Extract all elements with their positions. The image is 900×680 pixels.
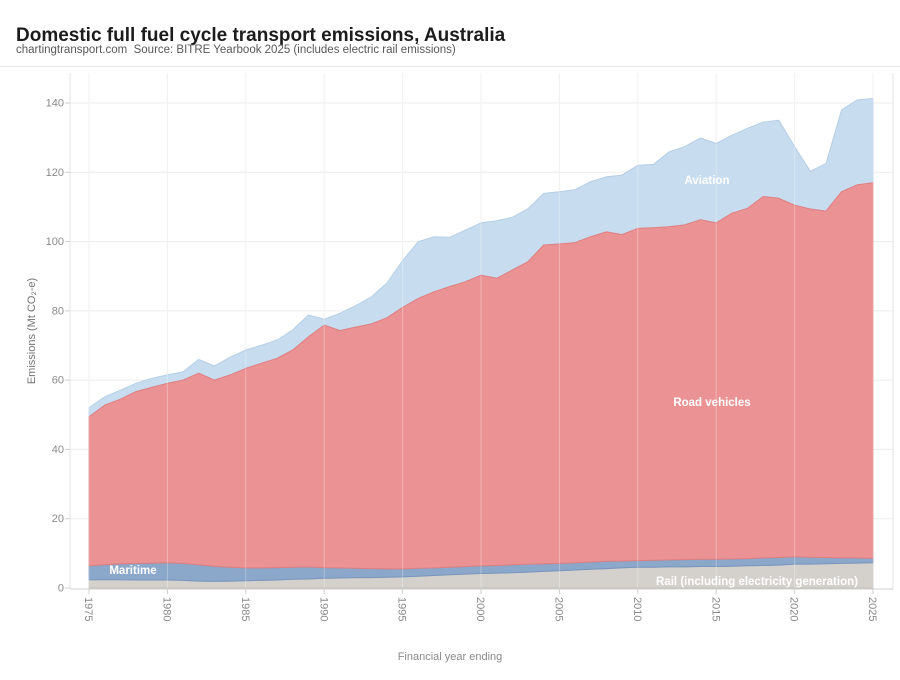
y-tick-label: 100 bbox=[46, 236, 64, 248]
x-tick-label: 1990 bbox=[317, 597, 329, 621]
y-tick-label: 0 bbox=[58, 583, 64, 595]
x-tick-label: 1995 bbox=[396, 597, 408, 621]
x-tick-label: 1980 bbox=[161, 597, 173, 621]
x-tick-label: 2020 bbox=[788, 597, 800, 621]
x-axis-title: Financial year ending bbox=[398, 651, 503, 663]
y-tick-label: 20 bbox=[52, 513, 64, 525]
x-tick-label: 2010 bbox=[631, 597, 643, 621]
x-tick-label: 1985 bbox=[239, 597, 251, 621]
y-tick-label: 60 bbox=[52, 375, 64, 387]
x-tick-label: 2025 bbox=[866, 597, 878, 621]
x-tick-label: 2005 bbox=[553, 597, 565, 621]
y-tick-label: 120 bbox=[46, 167, 64, 179]
y-tick-label: 80 bbox=[52, 305, 64, 317]
x-tick-label: 2000 bbox=[474, 597, 486, 621]
x-tick-label: 1975 bbox=[82, 597, 94, 621]
title-divider bbox=[0, 66, 900, 67]
y-tick-label: 40 bbox=[52, 444, 64, 456]
y-axis-title: Emissions (Mt CO₂-e) bbox=[26, 278, 38, 384]
y-tick-label: 140 bbox=[46, 98, 64, 110]
page-subtitle: chartingtransport.com Source: BITRE Year… bbox=[16, 44, 456, 56]
area-road-vehicles[interactable] bbox=[88, 182, 874, 570]
x-tick-label: 2015 bbox=[709, 597, 721, 621]
page-title: Domestic full fuel cycle transport emiss… bbox=[16, 24, 506, 46]
